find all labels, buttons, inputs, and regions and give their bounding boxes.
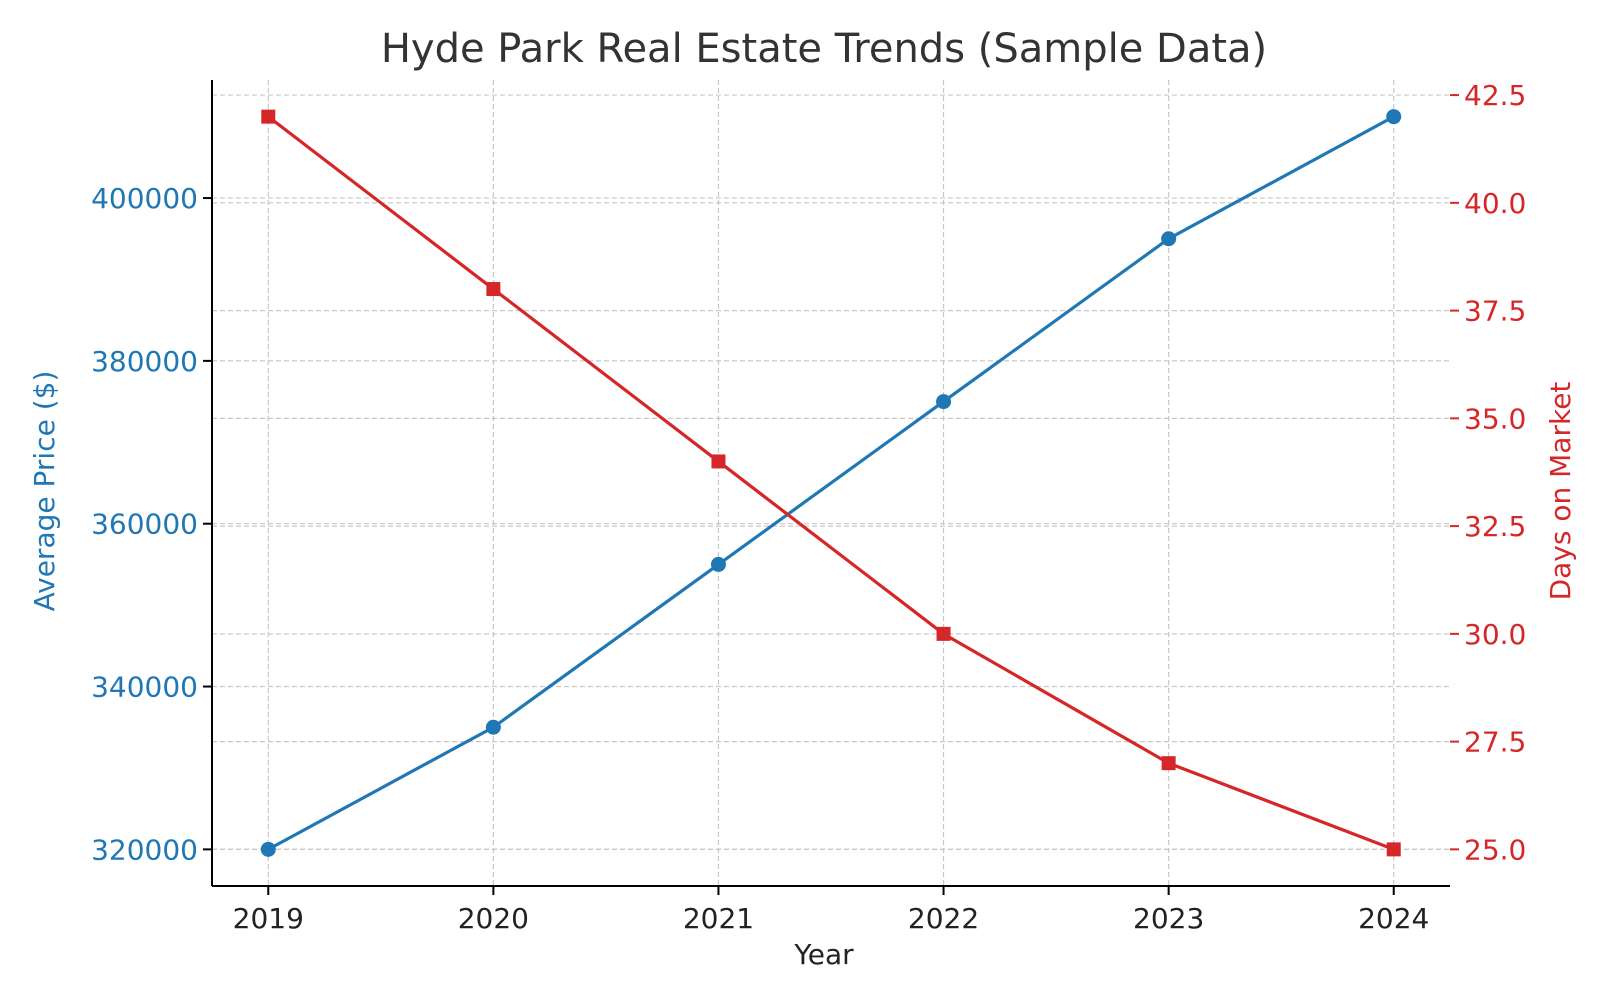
left-y-tick-label: 400000 <box>91 182 198 215</box>
series-line-days-on-market <box>267 115 1395 851</box>
data-point-average-price <box>1161 231 1177 247</box>
right-y-tick-label: 27.5 <box>1464 726 1526 759</box>
data-point-days-on-market <box>936 626 951 641</box>
left-y-tick-label: 360000 <box>91 508 198 541</box>
x-tick-label: 2023 <box>1133 902 1204 935</box>
data-point-days-on-market <box>711 454 726 469</box>
chart-title: Hyde Park Real Estate Trends (Sample Dat… <box>381 26 1267 72</box>
x-tick-label: 2020 <box>458 902 529 935</box>
left-axis-label: Average Price ($) <box>28 371 61 612</box>
data-point-average-price <box>260 841 276 857</box>
left-y-tick-label: 380000 <box>91 345 198 378</box>
right-y-tick-label: 30.0 <box>1464 618 1526 651</box>
left-y-tick-label: 320000 <box>91 833 198 866</box>
data-point-days-on-market <box>261 109 276 124</box>
data-point-average-price <box>485 719 501 735</box>
series-line-average-price <box>267 115 1395 851</box>
data-point-days-on-market <box>1386 842 1401 857</box>
right-y-tick-label: 25.0 <box>1464 833 1526 866</box>
data-point-average-price <box>710 556 726 572</box>
right-y-tick-label: 35.0 <box>1464 402 1526 435</box>
data-point-days-on-market <box>1161 756 1176 771</box>
x-tick-label: 2022 <box>908 902 979 935</box>
left-y-tick-label: 340000 <box>91 671 198 704</box>
x-tick-label: 2024 <box>1358 902 1429 935</box>
axes: 2019 2020 2021 2022 2023 2024 320000 340000 3600… <box>91 79 1526 935</box>
series-markers <box>260 109 1402 857</box>
right-y-tick-label: 37.5 <box>1464 295 1526 328</box>
x-tick-label: 2019 <box>233 902 304 935</box>
series-lines <box>267 115 1395 851</box>
data-point-average-price <box>936 394 952 410</box>
data-point-average-price <box>1386 109 1402 125</box>
x-tick-label: 2021 <box>683 902 754 935</box>
x-axis-label: Year <box>793 938 854 971</box>
right-y-tick-label: 40.0 <box>1464 187 1526 220</box>
data-point-days-on-market <box>486 282 501 297</box>
right-y-tick-label: 32.5 <box>1464 510 1526 543</box>
right-y-tick-label: 42.5 <box>1464 79 1526 112</box>
right-axis-label: Days on Market <box>1544 382 1577 601</box>
grid-lines <box>212 80 1450 886</box>
